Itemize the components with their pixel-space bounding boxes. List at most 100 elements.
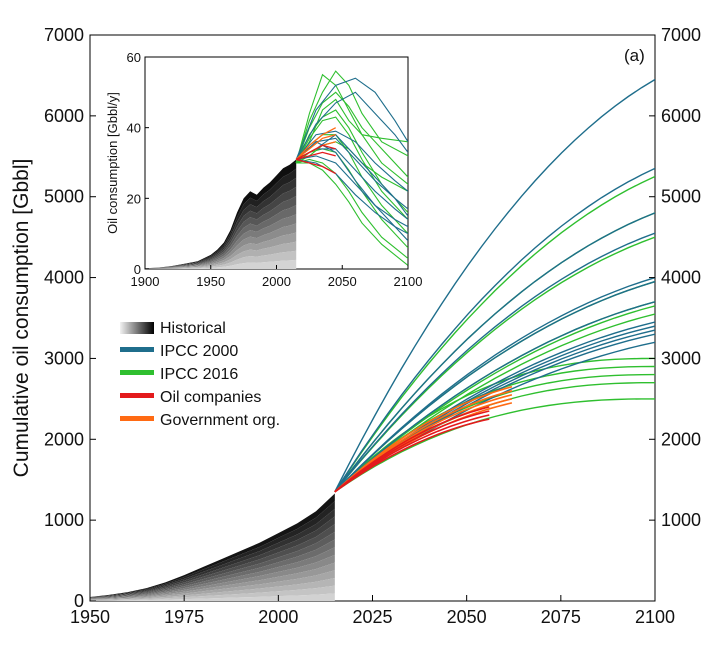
main-line-government (334, 398, 513, 493)
inset-historical-band (145, 241, 297, 269)
main-historical-band (90, 570, 335, 601)
legend-swatch-government (120, 416, 154, 421)
inset-line-oil-companies (296, 158, 337, 175)
inset-line-oil-companies (295, 144, 336, 161)
inset-historical-band (145, 250, 297, 269)
main-y-tick-label-right: 3000 (661, 348, 701, 368)
main-x-tick-label: 2000 (258, 607, 298, 627)
inset-historical-band (145, 223, 297, 269)
inset-line-ipcc-2016 (295, 98, 408, 164)
inset-x-tick-label: 2000 (262, 274, 291, 289)
main-y-tick-label-left: 6000 (44, 106, 84, 126)
inset-line-ipcc-2000 (295, 91, 408, 160)
legend-label-ipcc-2016: IPCC 2016 (160, 366, 238, 383)
inset-line-oil-companies (296, 151, 336, 161)
inset-historical-band (145, 205, 297, 269)
inset-y-tick-label: 20 (127, 191, 141, 206)
main-y-tick-label-left: 1000 (44, 510, 84, 530)
main-x-tick-label: 2075 (541, 607, 581, 627)
inset-historical-band (145, 186, 297, 269)
inset-axes: 1900 1950 2000 2050 2100 0 20 40 60 (127, 50, 423, 289)
main-x-tick-label: 2050 (447, 607, 487, 627)
legend-swatch-historical (120, 322, 154, 334)
main-line-ipcc-2016 (334, 175, 655, 493)
main-y-tick-label-left: 5000 (44, 187, 84, 207)
main-y-tick-label-right: 2000 (661, 429, 701, 449)
inset-x-tick-label: 2050 (328, 274, 357, 289)
main-historical-band (90, 577, 335, 601)
inset-line-ipcc-2016 (295, 116, 408, 220)
main-y-tick-label-right: 4000 (661, 268, 701, 288)
inset-x-tick-label: 1950 (196, 274, 225, 289)
legend: Historical IPCC 2000 IPCC 2016 Oil compa… (120, 320, 280, 429)
inset-historical-band (145, 177, 297, 269)
legend-label-historical: Historical (160, 320, 226, 337)
inset-line-ipcc-2000 (295, 130, 408, 192)
inset-line-ipcc-2000 (296, 155, 408, 228)
inset-line-ipcc-2016 (296, 158, 408, 259)
main-y-tick-label-right: 6000 (661, 106, 701, 126)
main-line-oil-companies (334, 406, 490, 493)
inset-x-tick-label: 2100 (394, 274, 423, 289)
legend-swatch-oil-companies (120, 393, 154, 398)
main-y-tick-label-left: 4000 (44, 268, 84, 288)
inset-line-government (295, 127, 337, 160)
inset-historical-band (145, 214, 297, 269)
inset-historical-band (145, 168, 297, 269)
main-line-government (334, 385, 513, 493)
legend-label-oil-companies: Oil companies (160, 389, 261, 406)
inset-line-ipcc-2016 (295, 70, 408, 164)
inset-x-tick-label: 1900 (131, 274, 160, 289)
inset-historical-band (145, 159, 297, 269)
panel-tag: (a) (624, 46, 645, 65)
inset-historical-band (145, 195, 297, 269)
main-line-ipcc-2000 (334, 280, 655, 493)
main-line-ipcc-2000 (334, 232, 655, 493)
main-line-ipcc-2000 (334, 78, 655, 493)
main-line-ipcc-2016 (334, 398, 655, 493)
legend-label-government: Government org. (160, 412, 280, 429)
main-x-tick-label: 2025 (352, 607, 392, 627)
inset-line-ipcc-2016 (295, 73, 408, 185)
inset-historical-band (145, 259, 297, 269)
main-x-tick-label: 1950 (70, 607, 110, 627)
legend-swatch-ipcc-2000 (120, 347, 154, 352)
main-line-ipcc-2016 (334, 365, 655, 493)
inset-line-ipcc-2000 (295, 77, 408, 160)
main-line-oil-companies (334, 414, 490, 493)
main-scenario-layer (334, 78, 655, 493)
main-y-tick-label-left: 3000 (44, 348, 84, 368)
legend-swatch-ipcc-2016 (120, 370, 154, 375)
inset-scenario-layer (295, 70, 408, 266)
inset-line-government (295, 134, 336, 161)
main-line-oil-companies (334, 410, 490, 493)
main-historical-band (90, 593, 335, 601)
inset-y-axis-label: Oil consumption [Gbbl/y] (105, 92, 120, 234)
legend-label-ipcc-2000: IPCC 2000 (160, 343, 238, 360)
main-line-ipcc-2000 (334, 167, 655, 493)
inset-line-ipcc-2000 (295, 141, 408, 242)
main-y-axis-label: Cumulative oil consumption [Gbbl] (10, 159, 33, 478)
main-y-tick-label-left: 7000 (44, 25, 84, 45)
main-line-ipcc-2000 (334, 212, 655, 493)
main-line-oil-companies (334, 418, 490, 493)
main-y-tick-label-right: 5000 (661, 187, 701, 207)
main-historical-band (90, 585, 335, 601)
main-historical-layer (90, 493, 335, 601)
inset-y-tick-label: 60 (127, 50, 141, 65)
inset-historical-layer (145, 159, 297, 269)
main-y-tick-label-left: 0 (74, 591, 84, 611)
inset-y-tick-label: 40 (127, 121, 141, 136)
main-x-tick-label: 2100 (635, 607, 675, 627)
main-axes: 1950 1975 2000 2025 2050 2075 2100 0 1000 2000 300… (44, 25, 701, 627)
main-y-tick-label-right: 1000 (661, 510, 701, 530)
main-line-ipcc-2000 (334, 325, 655, 493)
inset-historical-band (145, 232, 297, 269)
main-x-tick-label: 1975 (164, 607, 204, 627)
main-y-tick-label-right: 7000 (661, 25, 701, 45)
main-line-ipcc-2000 (334, 301, 655, 493)
inset-y-tick-label: 0 (134, 262, 141, 277)
main-y-tick-label-left: 2000 (44, 429, 84, 449)
